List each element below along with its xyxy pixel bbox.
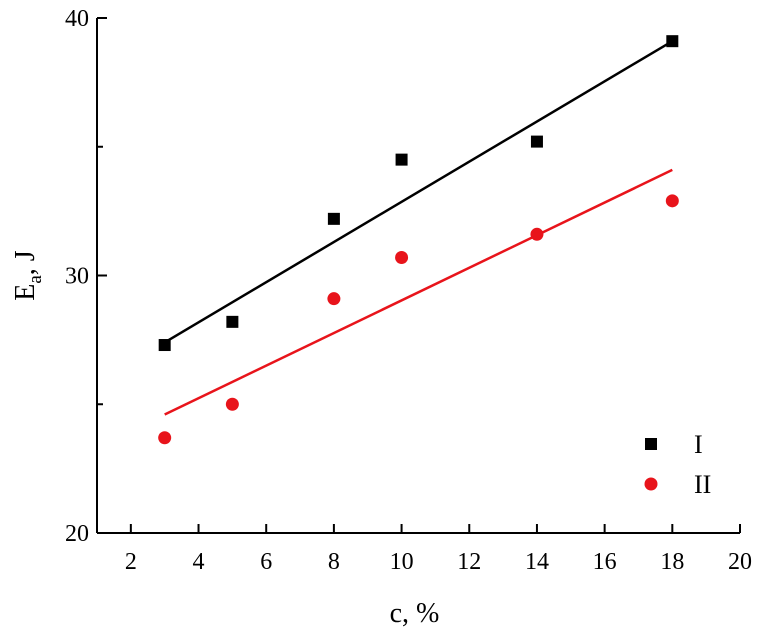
x-tick-label: 2 (125, 549, 137, 575)
legend: III (644, 430, 711, 499)
y-axis-title-unit: , J (10, 250, 41, 275)
y-tick-label: 30 (65, 264, 89, 290)
fit-line-I (164, 40, 673, 344)
data-point-II (158, 431, 172, 445)
data-point-II (665, 194, 679, 208)
y-axis-title: Ea, J (10, 250, 46, 301)
data-point-I (327, 212, 340, 225)
y-axis-title-subscript: a (25, 275, 46, 284)
legend-marker-I (645, 438, 657, 450)
x-tick-label: 16 (593, 549, 617, 575)
data-point-II (395, 250, 409, 264)
fit-lines (164, 40, 673, 416)
x-tick-label: 20 (728, 549, 752, 575)
y-tick-label: 40 (65, 6, 89, 32)
data-point-I (666, 35, 679, 48)
x-tick-label: 4 (193, 549, 205, 575)
x-tick-label: 10 (390, 549, 414, 575)
legend-marker-II (644, 477, 658, 491)
x-tick-label: 14 (525, 549, 549, 575)
data-point-I (226, 315, 239, 328)
data-point-II (327, 292, 341, 306)
y-axis-title-main: E (10, 284, 41, 301)
data-points (158, 35, 679, 445)
data-point-II (530, 227, 544, 241)
x-tick-label: 18 (660, 549, 684, 575)
fit-line-II (164, 168, 673, 416)
legend-label-I: I (694, 430, 703, 459)
y-tick-label: 20 (65, 521, 89, 547)
axes: 2 4 6 8 10 12 14 16 18 20 20 30 40 (65, 6, 752, 575)
data-point-I (395, 153, 408, 166)
x-tick-label: 6 (260, 549, 272, 575)
x-tick-label: 8 (328, 549, 340, 575)
data-point-II (225, 397, 239, 411)
x-tick-label: 12 (457, 549, 481, 575)
data-point-I (530, 135, 543, 148)
legend-label-II: II (694, 470, 711, 499)
data-point-I (158, 339, 171, 352)
x-axis-title: c, % (390, 598, 440, 629)
